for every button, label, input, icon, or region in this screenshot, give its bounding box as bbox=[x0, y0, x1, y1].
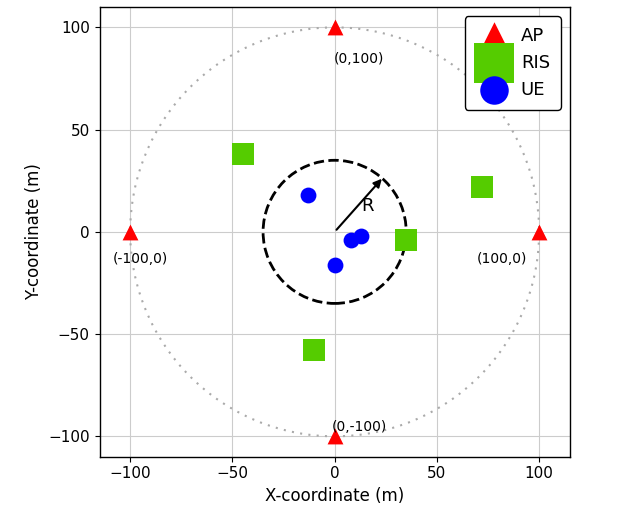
RIS bbox=[309, 346, 320, 354]
AP bbox=[330, 432, 340, 440]
UE bbox=[356, 232, 366, 240]
AP bbox=[534, 228, 544, 236]
Text: (0,-100): (0,-100) bbox=[332, 420, 387, 434]
Legend: AP, RIS, UE: AP, RIS, UE bbox=[465, 16, 560, 110]
Y-axis label: Y-coordinate (m): Y-coordinate (m) bbox=[25, 163, 42, 301]
X-axis label: X-coordinate (m): X-coordinate (m) bbox=[265, 487, 404, 505]
RIS bbox=[477, 183, 487, 191]
AP bbox=[330, 23, 340, 31]
Text: R: R bbox=[361, 198, 373, 216]
UE bbox=[330, 261, 340, 269]
AP bbox=[125, 228, 135, 236]
RIS bbox=[401, 236, 411, 244]
Text: (-100,0): (-100,0) bbox=[113, 252, 168, 266]
UE bbox=[346, 236, 356, 244]
Text: (100,0): (100,0) bbox=[477, 252, 527, 266]
UE bbox=[303, 191, 313, 199]
RIS bbox=[238, 150, 248, 158]
Text: (0,100): (0,100) bbox=[334, 52, 384, 66]
